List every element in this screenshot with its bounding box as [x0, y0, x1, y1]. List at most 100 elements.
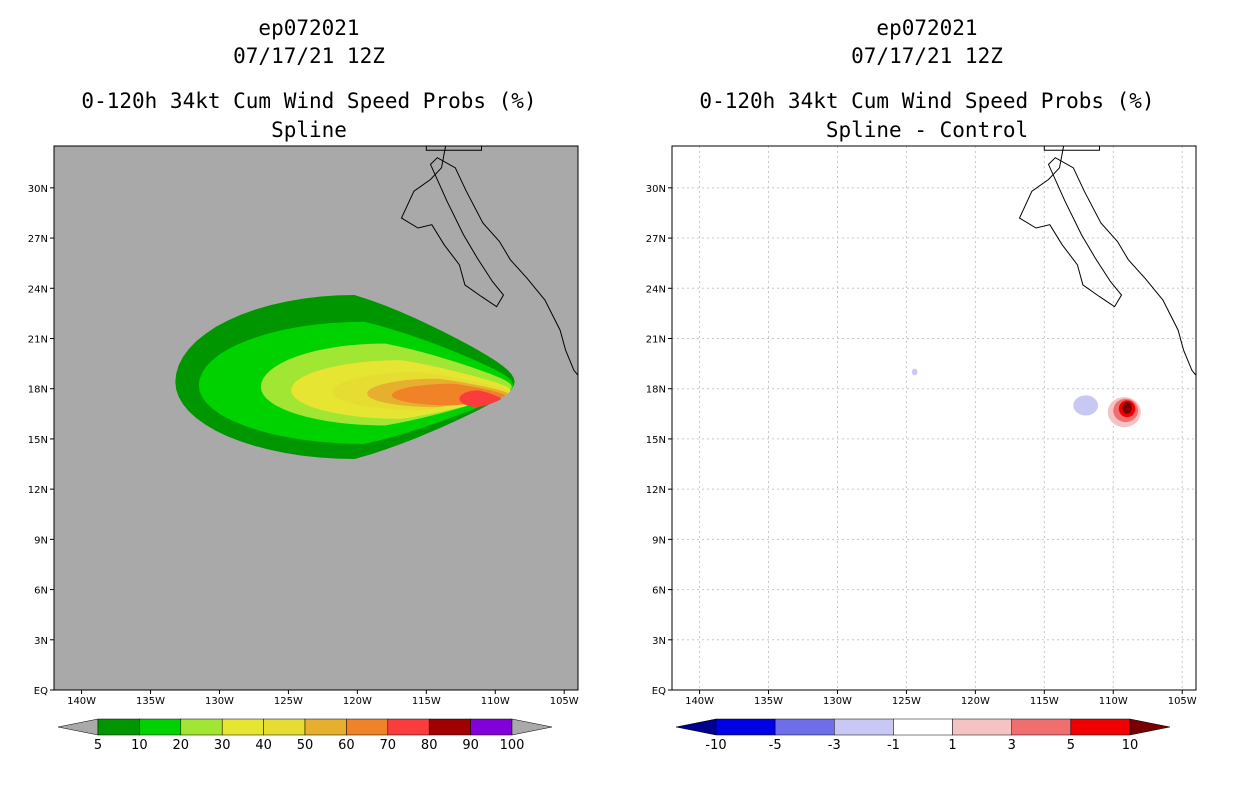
colorbar-swatch: [470, 718, 513, 736]
colorbar-label: 20: [173, 738, 190, 753]
datetime-title: 07/17/21 12Z: [851, 44, 1003, 68]
lon-tick-label: 130W: [823, 696, 852, 707]
colorbar-label: -10: [705, 738, 726, 753]
lat-tick-label: 12N: [28, 485, 48, 496]
colorbar-below-arrow: [675, 718, 717, 736]
colorbar-swatch: [952, 718, 1012, 736]
colorbar-label: 60: [338, 738, 355, 753]
colorbar-swatch: [893, 718, 953, 736]
product-title: 0-120h 34kt Cum Wind Speed Probs (%): [699, 89, 1155, 113]
plot-area: [672, 146, 1196, 690]
lon-tick-label: 115W: [1030, 696, 1059, 707]
lon-tick-label: 120W: [961, 696, 990, 707]
us-mexico-border: [1043, 146, 1100, 151]
colorbar-label: 1: [948, 738, 956, 753]
lat-tick-label: 6N: [652, 586, 666, 597]
colorbar-swatch: [1070, 718, 1131, 736]
colorbar-swatch: [139, 718, 182, 736]
colorbar-swatch: [263, 718, 306, 736]
colorbar-label: 10: [1122, 738, 1139, 753]
datetime-title: 07/17/21 12Z: [233, 44, 385, 68]
colorbar-label: -5: [769, 738, 782, 753]
lon-tick-label: 110W: [481, 696, 510, 707]
colorbar-swatch: [834, 718, 894, 736]
lat-tick-label: 15N: [28, 435, 48, 446]
lon-tick-label: 105W: [1168, 696, 1197, 707]
colorbar-label: 50: [297, 738, 314, 753]
colorbar-swatch: [97, 718, 140, 736]
lon-tick-label: 115W: [412, 696, 441, 707]
lon-tick-label: 120W: [343, 696, 372, 707]
plot-frame: [671, 145, 1197, 691]
colorbar-label: 30: [214, 738, 231, 753]
colorbar-swatch: [304, 718, 347, 736]
diff-feature-0: [1073, 395, 1099, 416]
colorbar-label: -3: [828, 738, 841, 753]
colorbar-swatch: [346, 718, 389, 736]
plot-area: [175, 146, 578, 459]
lat-tick-label: 15N: [646, 435, 666, 446]
lat-tick-label: 9N: [652, 535, 666, 546]
colorbar-label: 70: [380, 738, 397, 753]
lat-tick-label: 12N: [646, 485, 666, 496]
colorbar-swatch: [221, 718, 264, 736]
colorbar-label: 40: [255, 738, 272, 753]
lat-tick-label: 3N: [34, 636, 48, 647]
coastline: [400, 146, 578, 376]
lat-tick-label: 9N: [34, 535, 48, 546]
lat-tick-label: 21N: [28, 334, 48, 345]
lat-tick-label: 24N: [646, 284, 666, 295]
lat-tick-label: 24N: [28, 284, 48, 295]
colorbar-label: 10: [131, 738, 148, 753]
diff-feature-5: [1122, 402, 1132, 414]
colorbar-label: 90: [462, 738, 479, 753]
lat-tick-label: 27N: [646, 234, 666, 245]
colorbar-label: 5: [1067, 738, 1075, 753]
storm-id-title: ep072021: [258, 16, 360, 40]
colorbar-swatch: [715, 718, 776, 736]
lon-tick-label: 110W: [1099, 696, 1128, 707]
colorbar-swatch: [387, 718, 430, 736]
lon-tick-label: 130W: [205, 696, 234, 707]
lat-tick-label: 3N: [652, 636, 666, 647]
diff-feature-1: [911, 368, 918, 376]
coastline: [1018, 146, 1196, 376]
colorbar-label: 3: [1008, 738, 1016, 753]
storm-id-title: ep072021: [876, 16, 978, 40]
lat-tick-label: 21N: [646, 334, 666, 345]
method-title: Spline: [271, 118, 347, 142]
lon-tick-label: 140W: [685, 696, 714, 707]
lon-tick-label: 140W: [67, 696, 96, 707]
colorbar-label: -1: [887, 738, 900, 753]
difference-panel: ep072021 07/17/21 12Z 0-120h 34kt Cum Wi…: [618, 0, 1236, 800]
lon-tick-label: 125W: [274, 696, 303, 707]
colorbar-swatch: [774, 718, 835, 736]
colorbar-below-arrow: [57, 718, 99, 736]
method-title: Spline - Control: [825, 118, 1029, 142]
colorbar-label: 100: [500, 738, 525, 753]
colorbar: 5 10 20 30 40 50 60 70 80 90 100: [57, 718, 553, 753]
lon-tick-label: 135W: [754, 696, 783, 707]
product-title: 0-120h 34kt Cum Wind Speed Probs (%): [81, 89, 537, 113]
lon-tick-label: 135W: [136, 696, 165, 707]
colorbar-label: 5: [94, 738, 102, 753]
colorbar-label: 80: [421, 738, 438, 753]
plot-background: [672, 146, 1196, 690]
colorbar-above-arrow: [511, 718, 553, 736]
colorbar-swatch: [180, 718, 223, 736]
lat-tick-label: 18N: [28, 385, 48, 396]
colorbar-swatch: [1011, 718, 1072, 736]
lat-tick-label: 30N: [28, 184, 48, 195]
us-mexico-border: [425, 146, 482, 151]
lat-tick-label: 6N: [34, 586, 48, 597]
colorbar-above-arrow: [1129, 718, 1171, 736]
lat-tick-label: 18N: [646, 385, 666, 396]
lat-tick-label: 30N: [646, 184, 666, 195]
spline-panel: ep072021 07/17/21 12Z 0-120h 34kt Cum Wi…: [28, 16, 579, 753]
difference-map: EQ 3N 6N 9N 12N 15N 18N 21N 24N 27N 30N 140W 135W 130…: [646, 145, 1197, 753]
lat-tick-label: EQ: [34, 686, 48, 697]
lat-tick-label: 27N: [28, 234, 48, 245]
plot-frame: [53, 145, 579, 691]
lon-tick-label: 105W: [550, 696, 579, 707]
lon-tick-label: 125W: [892, 696, 921, 707]
